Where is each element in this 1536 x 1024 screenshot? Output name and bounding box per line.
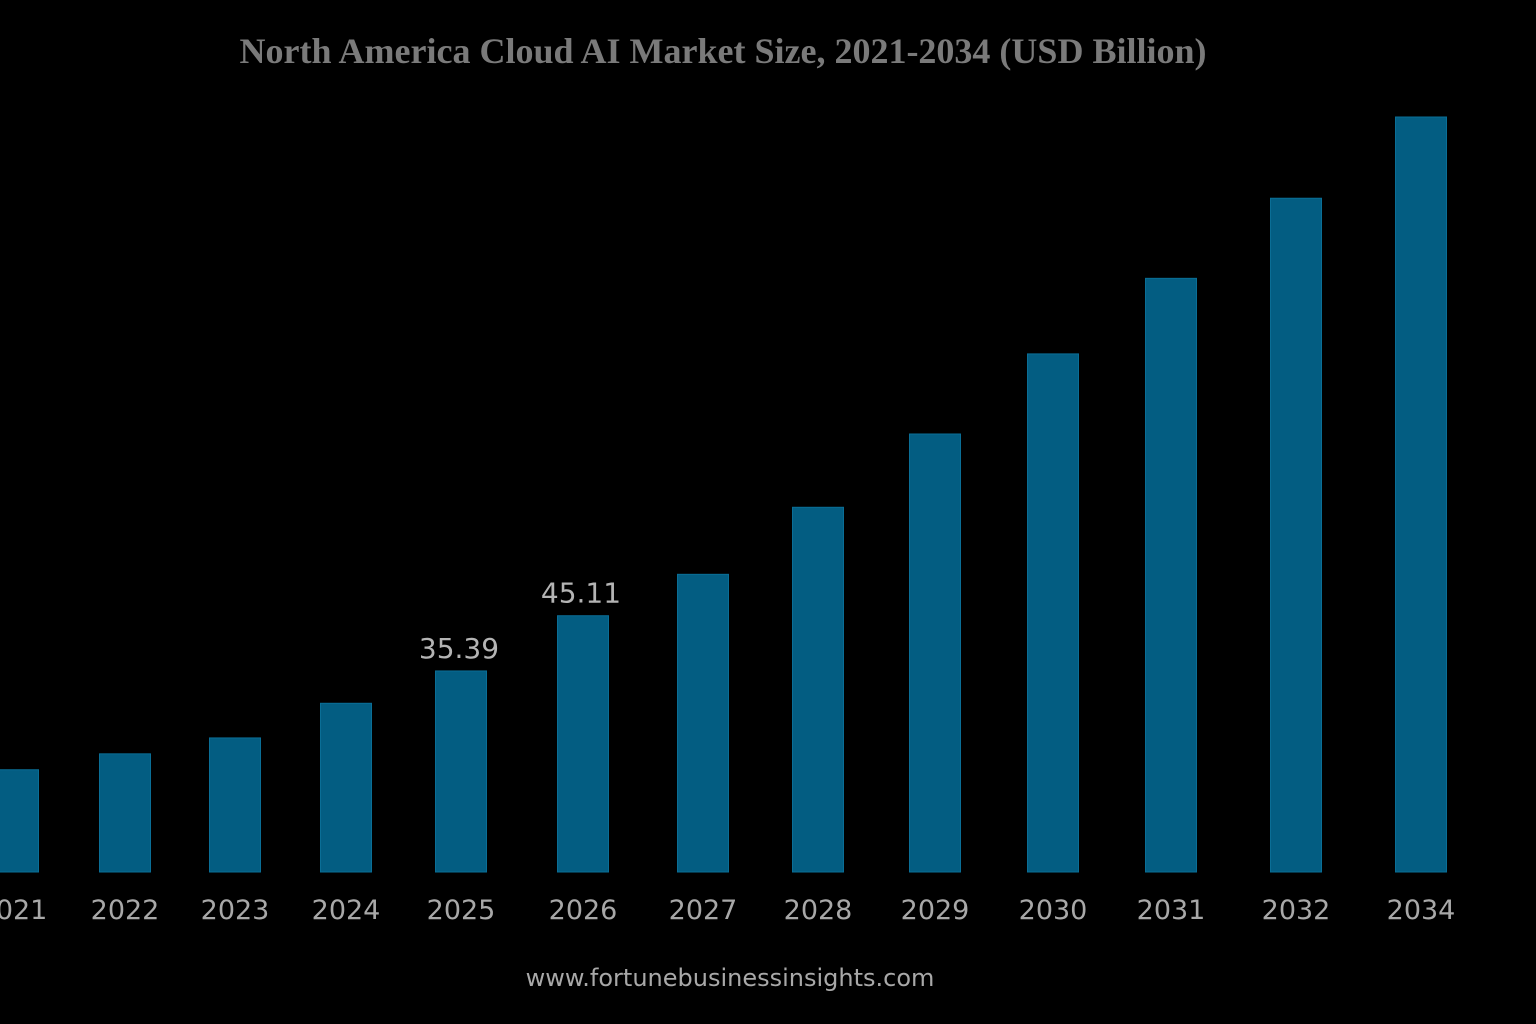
bar-2026 [557, 615, 609, 873]
x-tick-label: 2034 [1387, 895, 1456, 926]
x-tick-label: 2032 [1262, 895, 1331, 926]
x-tick-label: 2030 [1019, 895, 1088, 926]
x-tick-label: 2023 [201, 895, 270, 926]
bar-2025 [435, 670, 487, 873]
data-label-2026: 45.11 [541, 577, 621, 610]
x-tick-label: 2031 [1137, 895, 1206, 926]
bar-2031 [1145, 277, 1197, 873]
x-tick-label: 2024 [312, 895, 381, 926]
x-tick-label: 2021 [0, 895, 47, 926]
bar-2029 [909, 433, 961, 873]
bar-2023 [209, 737, 261, 873]
bar-2027 [677, 573, 729, 873]
x-tick-label: 2028 [784, 895, 853, 926]
x-tick-label: 2022 [91, 895, 160, 926]
x-tick-label: 2027 [669, 895, 738, 926]
bar-2030 [1027, 353, 1079, 873]
source-url: www.fortunebusinessinsights.com [525, 964, 935, 992]
bar-2034 [1395, 116, 1447, 873]
x-tick-label: 2026 [549, 895, 618, 926]
x-tick-label: 2029 [901, 895, 970, 926]
data-label-2025: 35.39 [419, 632, 499, 665]
bar-2024 [320, 702, 372, 873]
chart-title: North America Cloud AI Market Size, 2021… [239, 31, 1207, 71]
x-tick-label: 2025 [427, 895, 496, 926]
bar-2028 [792, 506, 844, 873]
bar-2032 [1270, 197, 1322, 873]
bar-2021 [0, 769, 39, 873]
bar-2022 [99, 753, 151, 873]
